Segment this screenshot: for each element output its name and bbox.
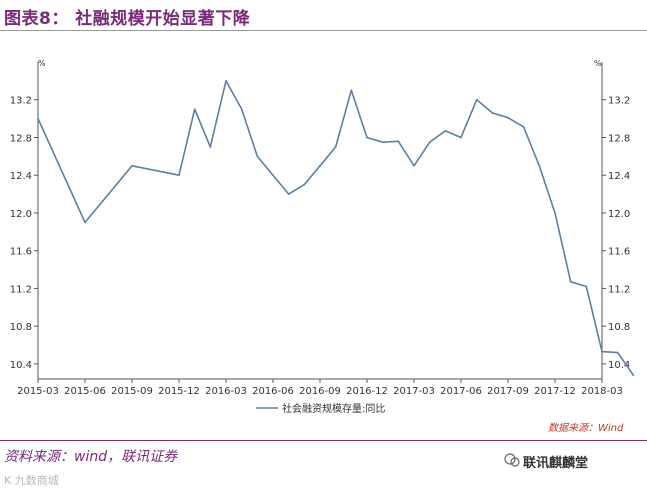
series-line [37,80,634,376]
x-tick-label: 2017-12 [534,386,576,397]
data-point [397,140,400,143]
data-point [538,164,541,167]
y-unit-right: % [594,59,602,68]
data-point [569,281,572,283]
data-point [554,212,556,214]
data-point [444,130,447,132]
title-divider [0,30,647,31]
data-point [256,155,259,158]
watermark: K 九数商城 [4,474,59,487]
data-point [522,126,525,128]
y-axis-left: 10.4 10.8 11.2 11.6 12.0 12.4 12.8 13.2 [10,62,39,379]
y-unit-left: % [38,59,46,68]
wechat-account-name: 联讯麒麟堂 [523,456,589,471]
y-tick-label-left: 10.8 [10,322,32,333]
data-point [287,193,290,195]
data-point [460,136,462,139]
y-tick-label-right: 10.8 [608,322,630,333]
data-point [193,108,196,110]
data-point [428,141,431,143]
y-tick-label-right: 12.0 [608,209,630,220]
line-chart: 10.410.811.211.612.012.412.813.2 10.410.… [10,59,635,432]
y-axis-right: 10.4 10.8 11.2 11.6 12.0 12.4 12.8 13.2 [601,62,630,379]
data-point [37,117,39,120]
x-tick-label: 2018-03 [581,386,623,397]
x-tick-label: 2015-06 [64,386,106,397]
data-point [319,164,321,167]
wechat-icon [504,453,520,467]
data-point [303,183,306,186]
data-point [350,89,353,92]
data-source-label: 数据来源：Wind [548,422,624,432]
y-tick-label-right: 10.4 [608,360,630,371]
x-tick-label: 2016-09 [299,386,341,397]
bottom-divider [0,440,647,441]
x-tick-label: 2017-09 [487,386,529,397]
data-point [632,374,635,377]
data-point [491,112,494,114]
y-tick-label-left: 12.4 [10,171,32,182]
data-point [240,108,243,110]
data-point [209,146,212,148]
y-tick-label-left: 11.2 [10,284,32,295]
data-point [585,285,588,288]
x-tick-label: 2015-09 [111,386,153,397]
legend-label: 社会融资规模存量:同比 [282,402,385,415]
data-point [475,98,478,101]
y-tick-label-left: 11.6 [10,247,32,258]
y-tick-label-right: 11.6 [608,247,630,258]
y-tick-label-right: 13.2 [608,96,630,107]
data-point [178,174,180,177]
x-tick-label: 2015-12 [158,386,200,397]
y-tick-label-left: 13.2 [10,96,32,107]
y-tick-label-left: 12.8 [10,133,32,144]
data-point [272,174,274,177]
data-point [601,350,603,353]
y-tick-label-left: 12.0 [10,209,32,220]
data-point [381,141,384,143]
data-point [413,164,415,167]
plot-area [37,80,635,377]
x-tick-label: 2015-03 [17,386,59,397]
data-point [334,146,337,148]
x-tick-label: 2016-12 [346,386,388,397]
data-point [225,80,227,82]
x-tick-label: 2017-03 [393,386,435,397]
y-tick-label-left: 10.4 [10,360,32,371]
x-tick-label: 2016-06 [252,386,294,397]
chart-title: 图表8： 社融规模开始显著下降 [4,9,251,29]
x-tick-label: 2017-06 [440,386,482,397]
data-point [131,164,133,167]
source-note: 资料来源：wind，联讯证券 [4,449,178,465]
data-point [366,136,368,139]
data-point [616,351,619,354]
x-axis: 2015-03 2015-06 2015-09 2015-12 2016-03 2016-… [17,378,623,397]
y-tick-label-right: 12.8 [608,133,630,144]
y-tick-label-right: 12.4 [608,171,630,182]
x-tick-label: 2016-03 [205,386,247,397]
data-point [84,221,86,224]
legend: 社会融资规模存量:同比 [256,402,385,415]
y-tick-label-right: 11.2 [608,284,630,295]
data-point [507,116,509,119]
